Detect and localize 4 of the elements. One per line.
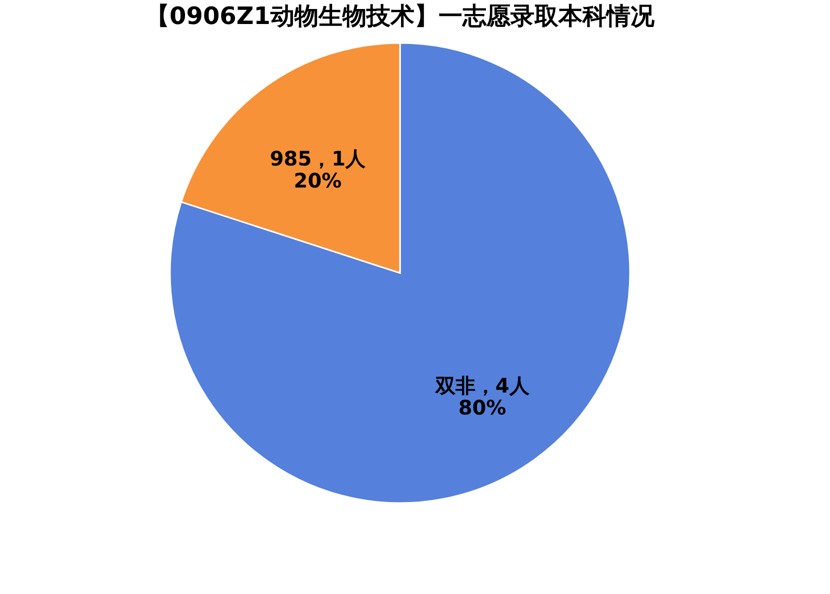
pie-slice	[170, 42, 631, 504]
slice-label: 双非，4人 80%	[434, 373, 530, 420]
chart-title: 【0906Z1动物生物技术】一志愿录取本科情况	[146, 2, 656, 30]
slice-label: 985，1人 20%	[270, 146, 367, 193]
